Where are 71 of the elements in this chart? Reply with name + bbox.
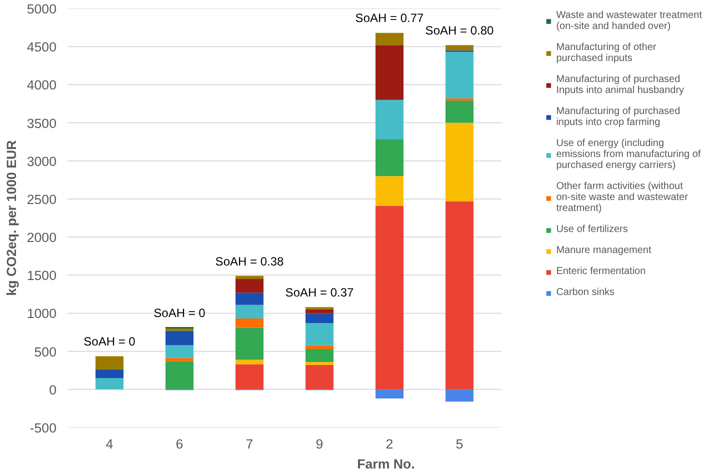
y-tick-label: 4000 bbox=[26, 78, 57, 93]
legend-label: Manure management bbox=[556, 245, 652, 256]
legend-label: Use of energy (including emissions from manufacturing of purchased energy carriers) bbox=[556, 138, 701, 171]
x-tick-label: 4 bbox=[106, 436, 114, 452]
y-tick-label: 500 bbox=[34, 344, 57, 360]
y-tick-label: 3500 bbox=[26, 116, 57, 131]
bar bbox=[306, 313, 334, 324]
bar bbox=[446, 52, 474, 98]
legend-label: Use of fertilizers bbox=[556, 224, 628, 235]
legend-label: Other farm activities (without on-site waste and wastewater treatment) bbox=[556, 181, 688, 214]
annotation: SoAH = 0 bbox=[154, 306, 206, 320]
bar bbox=[306, 323, 334, 346]
y-tick-label: 2000 bbox=[26, 230, 57, 246]
bar bbox=[236, 276, 264, 279]
bar bbox=[306, 362, 334, 366]
legend-label: Enteric fermentation bbox=[556, 266, 646, 277]
bar bbox=[96, 356, 124, 370]
bar bbox=[166, 345, 194, 358]
bar bbox=[236, 328, 264, 360]
x-axis-title: Farm No. bbox=[357, 456, 415, 472]
bar bbox=[376, 140, 404, 176]
bar bbox=[376, 100, 404, 140]
bar bbox=[166, 361, 194, 390]
legend-label: Carbon sinks bbox=[556, 287, 615, 298]
bar bbox=[446, 45, 474, 50]
bar bbox=[306, 365, 334, 390]
x-tick-label: 9 bbox=[316, 436, 324, 452]
annotation: SoAH = 0.38 bbox=[215, 254, 284, 269]
bar bbox=[236, 364, 264, 390]
x-tick-label: 6 bbox=[176, 436, 184, 452]
bar bbox=[376, 45, 404, 100]
y-tick-label: 2500 bbox=[26, 192, 57, 207]
bar bbox=[166, 330, 194, 346]
bar bbox=[236, 304, 264, 319]
annotation: SoAH = 0.37 bbox=[285, 286, 354, 300]
y-tick-label: 1500 bbox=[26, 268, 57, 284]
bar bbox=[446, 100, 474, 123]
annotation: SoAH = 0.80 bbox=[425, 23, 494, 38]
bar bbox=[306, 349, 334, 362]
bar bbox=[306, 309, 334, 314]
legend-label: Manufacturing of purchased Inputs into animal husbandry bbox=[556, 74, 684, 96]
x-tick-label: 7 bbox=[246, 436, 254, 452]
legend-label: Waste and wastewater treatment (on-site and handed over) bbox=[556, 10, 702, 32]
bar bbox=[236, 360, 264, 364]
bar bbox=[96, 369, 124, 378]
y-tick-label: -500 bbox=[30, 420, 57, 436]
y-tick-label: 3000 bbox=[26, 154, 57, 169]
legend-label: Manufacturing of other purchased inputs bbox=[556, 42, 656, 64]
y-axis-title: kg CO2eq. per 1000 EUR bbox=[4, 140, 19, 296]
annotation: SoAH = 0.77 bbox=[355, 10, 424, 25]
bar bbox=[376, 389, 404, 399]
bar bbox=[306, 345, 334, 350]
bar bbox=[166, 358, 194, 362]
bar bbox=[446, 389, 474, 402]
bar bbox=[446, 122, 474, 202]
bar bbox=[236, 292, 264, 305]
y-tick-label: 0 bbox=[49, 382, 57, 398]
y-tick-label: 1000 bbox=[26, 306, 57, 322]
bar bbox=[376, 32, 404, 46]
y-tick-label: 4500 bbox=[26, 40, 57, 55]
annotation: SoAH = 0 bbox=[84, 334, 136, 349]
bar bbox=[376, 176, 404, 206]
bar bbox=[446, 201, 474, 390]
x-tick-label: 5 bbox=[456, 436, 464, 452]
y-tick-label: 5000 bbox=[26, 2, 57, 16]
bar bbox=[236, 278, 264, 293]
legend-label: Manufacturing of purchased inputs into crop farming bbox=[556, 106, 680, 128]
bar bbox=[96, 378, 124, 390]
x-tick-label: 2 bbox=[386, 436, 394, 452]
bar bbox=[236, 318, 264, 328]
bar bbox=[376, 206, 404, 390]
